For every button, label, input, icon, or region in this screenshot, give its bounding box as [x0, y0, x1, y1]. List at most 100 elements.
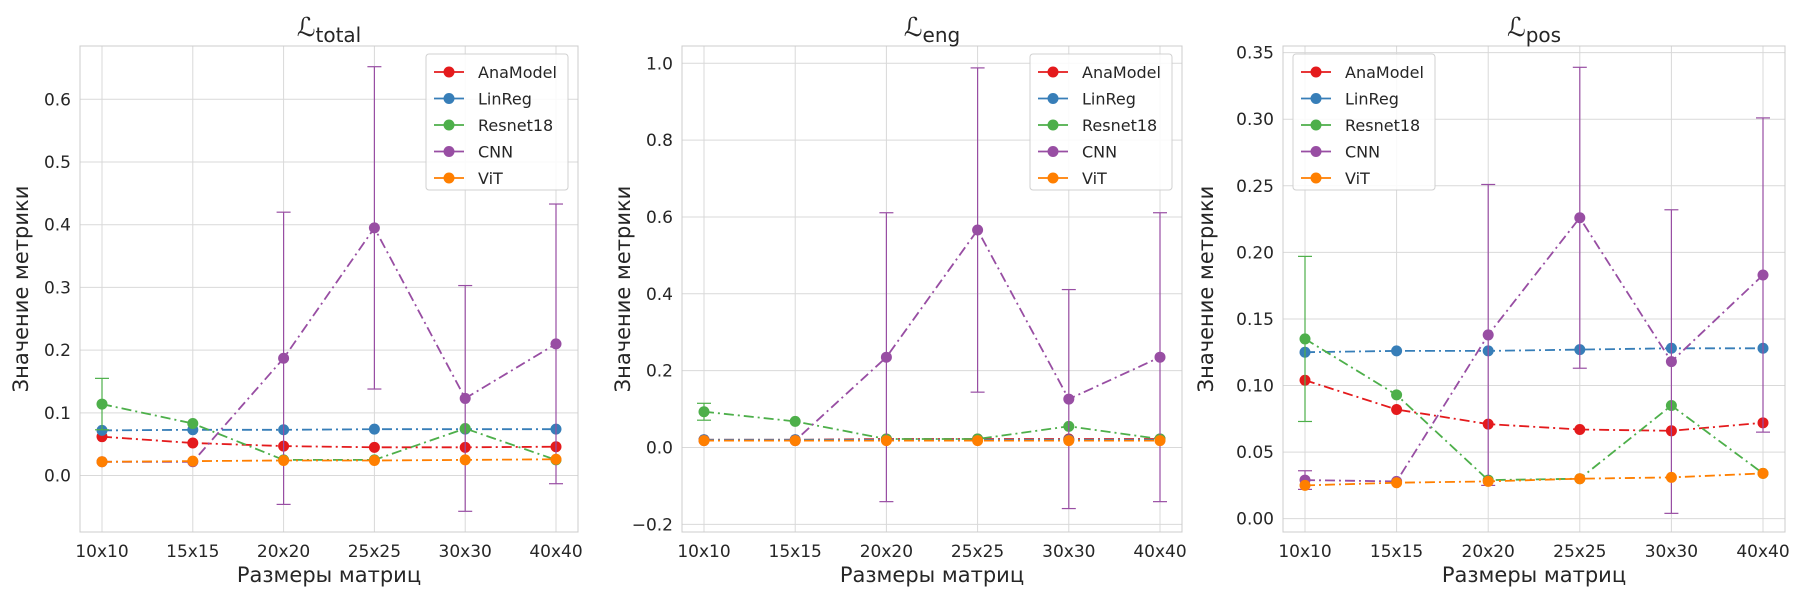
y-tick-label: 0.0 — [646, 438, 673, 458]
x-tick-label: 25x25 — [951, 542, 1004, 562]
data-point — [972, 224, 984, 236]
legend-marker — [1310, 172, 1322, 184]
legend-label: AnaModel — [478, 63, 557, 82]
data-point — [459, 392, 471, 404]
y-axis-label: Значение метрики — [611, 186, 635, 393]
data-point — [880, 435, 892, 447]
legend-label: CNN — [1345, 143, 1380, 162]
y-tick-label: 0.00 — [1236, 510, 1274, 530]
chart-title-sub: eng — [923, 23, 961, 47]
data-point — [278, 455, 290, 467]
x-tick-label: 40x40 — [1736, 542, 1789, 562]
legend: AnaModel LinReg Resnet18 CNN ViT — [425, 53, 569, 191]
data-point — [1482, 329, 1494, 341]
chart-title: ℒpos — [1507, 13, 1561, 47]
series-line — [1304, 338, 1764, 482]
data-point — [1665, 471, 1677, 483]
y-axis-label: Значение метрики — [9, 186, 33, 393]
series-line — [1304, 216, 1764, 483]
y-tick-label: 0.0 — [44, 467, 71, 487]
data-point — [187, 437, 199, 449]
x-tick-label: 15x15 — [166, 542, 219, 562]
chart-title-main: ℒ — [1507, 13, 1526, 43]
series-line — [101, 458, 557, 463]
legend-label: ViT — [1345, 169, 1370, 188]
legend: AnaModel LinReg Resnet18 CNN ViT — [1292, 53, 1436, 191]
data-point — [972, 435, 984, 447]
data-point — [1154, 351, 1166, 363]
data-point — [1391, 389, 1403, 401]
x-axis-label: Размеры матриц — [237, 563, 421, 587]
data-point — [368, 441, 380, 453]
y-tick-label: 0.20 — [1236, 243, 1274, 263]
data-point — [368, 222, 380, 234]
data-point — [278, 352, 290, 364]
legend-box — [1029, 53, 1173, 191]
data-point — [1574, 212, 1586, 224]
series-line — [1304, 472, 1764, 487]
x-tick-label: 20x20 — [1462, 542, 1515, 562]
x-tick-label: 10x10 — [75, 542, 128, 562]
y-tick-label: 0.25 — [1236, 177, 1274, 197]
series-cnn — [1298, 66, 1770, 514]
legend-marker — [1310, 146, 1322, 157]
chart-title: ℒeng — [904, 13, 960, 47]
data-point — [1154, 435, 1166, 447]
x-tick-label: 15x15 — [769, 542, 822, 562]
data-point — [96, 424, 108, 436]
y-tick-label: 0.30 — [1236, 110, 1274, 130]
legend-label: Resnet18 — [1345, 116, 1420, 135]
y-tick-label: 0.8 — [646, 131, 673, 151]
series-anamodel — [96, 431, 562, 453]
y-tick-label: 0.5 — [44, 153, 71, 173]
chart-panel-pos: 0.00 0.05 0.10 0.15 0.20 0.25 0.30 0.35 10x10 15x… — [1194, 13, 1790, 587]
data-point — [459, 454, 471, 466]
y-tick-label: 0.6 — [44, 90, 71, 110]
x-axis-label: Размеры матриц — [1442, 563, 1626, 587]
legend-label: LinReg — [478, 90, 532, 109]
y-tick-label: 1.0 — [646, 54, 673, 74]
data-point — [1391, 345, 1403, 357]
legend-label: Resnet18 — [1082, 116, 1157, 135]
x-tick-label: 10x10 — [1278, 542, 1331, 562]
legend: AnaModel LinReg Resnet18 CNN ViT — [1029, 53, 1173, 191]
legend-label: LinReg — [1082, 90, 1136, 109]
legend-label: ViT — [478, 169, 503, 188]
series-vit — [698, 435, 1166, 447]
y-tick-label: 0.4 — [44, 216, 71, 236]
chart-title-sub: pos — [1526, 23, 1561, 47]
data-point — [368, 455, 380, 467]
data-point — [96, 398, 108, 410]
x-tick-label: 15x15 — [1370, 542, 1423, 562]
legend-marker — [1047, 93, 1059, 104]
series-vit — [1299, 467, 1769, 491]
y-tick-label: 0.35 — [1236, 44, 1274, 64]
chart-title-main: ℒ — [904, 13, 923, 43]
legend-marker — [1310, 119, 1322, 131]
series-line — [101, 428, 556, 432]
series-line — [703, 410, 1161, 440]
data-point — [187, 455, 199, 467]
x-tick-label: 20x20 — [860, 542, 913, 562]
legend-label: AnaModel — [1082, 63, 1161, 82]
legend-marker — [443, 146, 455, 157]
data-point — [1391, 404, 1403, 416]
data-point — [1063, 393, 1075, 405]
data-point — [1574, 473, 1586, 485]
data-point — [1063, 435, 1075, 447]
y-tick-label: 0.15 — [1236, 310, 1274, 330]
data-point — [789, 435, 801, 447]
x-tick-label: 40x40 — [1133, 542, 1186, 562]
y-tick-label: 0.2 — [44, 341, 71, 361]
data-point — [789, 415, 801, 427]
data-point — [1757, 467, 1769, 479]
legend-box — [1292, 53, 1436, 191]
series-line — [101, 435, 557, 449]
legend-label: ViT — [1082, 169, 1107, 188]
data-point — [1299, 479, 1311, 491]
legend-label: LinReg — [1345, 90, 1399, 109]
chart-title-main: ℒ — [297, 13, 316, 43]
data-point — [187, 418, 199, 430]
data-point — [1299, 333, 1311, 345]
x-tick-label: 25x25 — [348, 542, 401, 562]
